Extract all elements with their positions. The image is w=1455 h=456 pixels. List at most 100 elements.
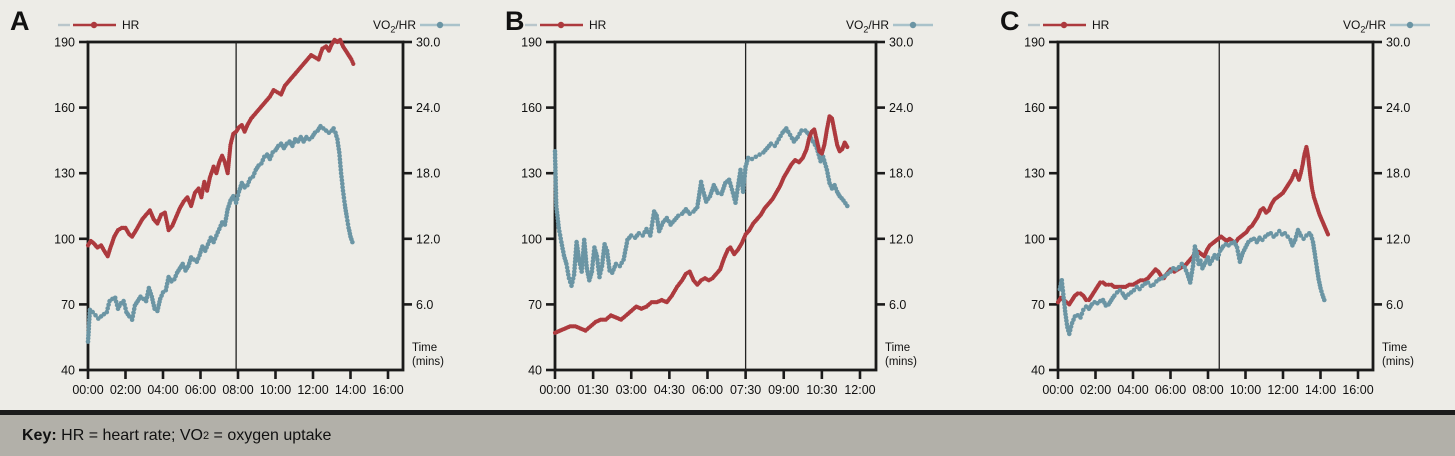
y-right-tick-label: 24.0: [889, 101, 913, 115]
x-tick-label: 00:00: [539, 383, 570, 397]
x-tick-label: 01:30: [577, 383, 608, 397]
legend-vo2hr-label: VO2/HR: [373, 18, 416, 35]
key-bar: Key: HR = heart rate; VO 2 = oxygen uptak…: [0, 410, 1455, 456]
x-tick-label: 04:30: [654, 383, 685, 397]
x-tick-label: 16:00: [1342, 383, 1373, 397]
x-tick-label: 12:00: [297, 383, 328, 397]
time-axis-label: Time (mins): [885, 342, 917, 368]
legend-hr-label: HR: [122, 18, 140, 32]
vo2hr-legend-marker-icon: [909, 21, 917, 29]
x-tick-label: 16:00: [372, 383, 403, 397]
hr-series: [85, 37, 356, 259]
charts-row: A HR VO2/HR 190 160 130 100 70 40 30.0 24.0 18.0 12.…: [0, 0, 1455, 410]
panel-B: B HR VO2/HR 190 160 130 100 70 40 30.0 24.0 18.0 12.…: [485, 0, 970, 410]
hr-series: [552, 114, 850, 335]
y-left-tick-label: 130: [521, 167, 542, 181]
key-label: Key:: [22, 426, 57, 444]
y-right-tick-label: 30.0: [416, 36, 440, 50]
x-tick-label: 06:00: [692, 383, 723, 397]
svg-text:(mins): (mins): [1382, 356, 1414, 368]
panel-C-chart: C HR VO2/HR 190 160 130 100 70 40 30.0 24.0 18.0 12.…: [1000, 6, 1430, 398]
x-tick-label: 14:00: [1305, 383, 1336, 397]
vo2hr-series: [552, 126, 850, 289]
key-text-post: = oxygen uptake: [209, 426, 332, 444]
vo2hr-series: [85, 123, 355, 344]
y-left-tick-label: 160: [54, 101, 75, 115]
hr-legend-marker-icon: [90, 21, 98, 29]
y-left-tick-label: 40: [61, 364, 75, 378]
y-left-tick-label: 190: [521, 36, 542, 50]
x-tick-label: 14:00: [335, 383, 366, 397]
y-left-tick-label: 70: [61, 298, 75, 312]
panel-C: C HR VO2/HR 190 160 130 100 70 40 30.0 24.0 18.0 12.…: [970, 0, 1455, 410]
x-tick-label: 07:30: [730, 383, 761, 397]
plot-frame: [86, 40, 405, 372]
panel-B-chart: B HR VO2/HR 190 160 130 100 70 40 30.0 24.0 18.0 12.…: [505, 6, 933, 398]
y-right-tick-label: 12.0: [416, 232, 440, 246]
y-left-tick-label: 70: [1031, 298, 1045, 312]
y-right-tick-label: 18.0: [889, 167, 913, 181]
x-tick-label: 12:00: [1267, 383, 1298, 397]
panel-A: A HR VO2/HR 190 160 130 100 70 40 30.0 24.0 18.0 12.…: [0, 0, 485, 410]
y-right-tick-label: 30.0: [889, 36, 913, 50]
y-left-tick-label: 100: [54, 232, 75, 246]
y-right-tick-label: 30.0: [1386, 36, 1410, 50]
plot-frame: [1056, 40, 1375, 372]
axes: 190 160 130 100 70 40 30.0 24.0 18.0 12.0 6.0 00:00…: [521, 36, 913, 398]
svg-text:(mins): (mins): [885, 356, 917, 368]
svg-text:Time: Time: [885, 342, 910, 354]
legend-vo2hr: VO2/HR: [1343, 18, 1430, 35]
y-left-tick-label: 130: [54, 167, 75, 181]
legend-vo2hr: VO2/HR: [373, 18, 460, 35]
y-left-tick-label: 130: [1024, 167, 1045, 181]
y-right-tick-label: 6.0: [1386, 298, 1403, 312]
x-tick-label: 08:00: [1192, 383, 1223, 397]
svg-text:Time: Time: [412, 342, 437, 354]
legend-hr: HR: [1028, 18, 1110, 32]
y-right-tick-label: 12.0: [1386, 232, 1410, 246]
x-tick-label: 00:00: [1042, 383, 1073, 397]
x-tick-label: 09:00: [768, 383, 799, 397]
time-axis-label: Time (mins): [1382, 342, 1414, 368]
x-tick-label: 06:00: [1155, 383, 1186, 397]
y-left-tick-label: 160: [1024, 101, 1045, 115]
panel-A-chart: A HR VO2/HR 190 160 130 100 70 40 30.0 24.0 18.0 12.…: [10, 6, 460, 398]
y-left-tick-label: 40: [528, 364, 542, 378]
y-right-tick-label: 6.0: [889, 298, 906, 312]
panel-letter: A: [10, 6, 30, 36]
vo2hr-legend-marker-icon: [1406, 21, 1414, 29]
x-tick-label: 08:00: [222, 383, 253, 397]
y-right-tick-label: 6.0: [416, 298, 433, 312]
svg-text:Time: Time: [1382, 342, 1407, 354]
x-tick-label: 04:00: [147, 383, 178, 397]
x-tick-label: 00:00: [72, 383, 103, 397]
key-text-pre: HR = heart rate; VO: [56, 426, 203, 444]
y-right-tick-label: 12.0: [889, 232, 913, 246]
y-left-tick-label: 160: [521, 101, 542, 115]
y-right-tick-label: 18.0: [416, 167, 440, 181]
y-left-tick-label: 100: [1024, 232, 1045, 246]
legend-vo2hr: VO2/HR: [846, 18, 933, 35]
time-axis-label: Time (mins): [412, 342, 444, 368]
svg-text:(mins): (mins): [412, 356, 444, 368]
x-tick-label: 02:00: [1080, 383, 1111, 397]
legend-vo2hr-label: VO2/HR: [846, 18, 889, 35]
x-tick-label: 03:00: [616, 383, 647, 397]
x-tick-label: 10:00: [1230, 383, 1261, 397]
x-tick-label: 04:00: [1117, 383, 1148, 397]
panel-letter: B: [505, 6, 525, 36]
hr-legend-marker-icon: [1060, 21, 1068, 29]
y-left-tick-label: 190: [54, 36, 75, 50]
vo2hr-legend-marker-icon: [436, 21, 444, 29]
x-tick-label: 10:30: [806, 383, 837, 397]
y-left-tick-label: 190: [1024, 36, 1045, 50]
x-tick-label: 06:00: [185, 383, 216, 397]
axes: 190 160 130 100 70 40 30.0 24.0 18.0 12.0 6.0 00:00…: [54, 36, 440, 398]
legend-hr-label: HR: [1092, 18, 1110, 32]
y-right-tick-label: 18.0: [1386, 167, 1410, 181]
hr-series: [1055, 144, 1331, 307]
y-left-tick-label: 70: [528, 298, 542, 312]
axes: 190 160 130 100 70 40 30.0 24.0 18.0 12.0 6.0 00:00…: [1024, 36, 1410, 398]
y-right-tick-label: 24.0: [416, 101, 440, 115]
